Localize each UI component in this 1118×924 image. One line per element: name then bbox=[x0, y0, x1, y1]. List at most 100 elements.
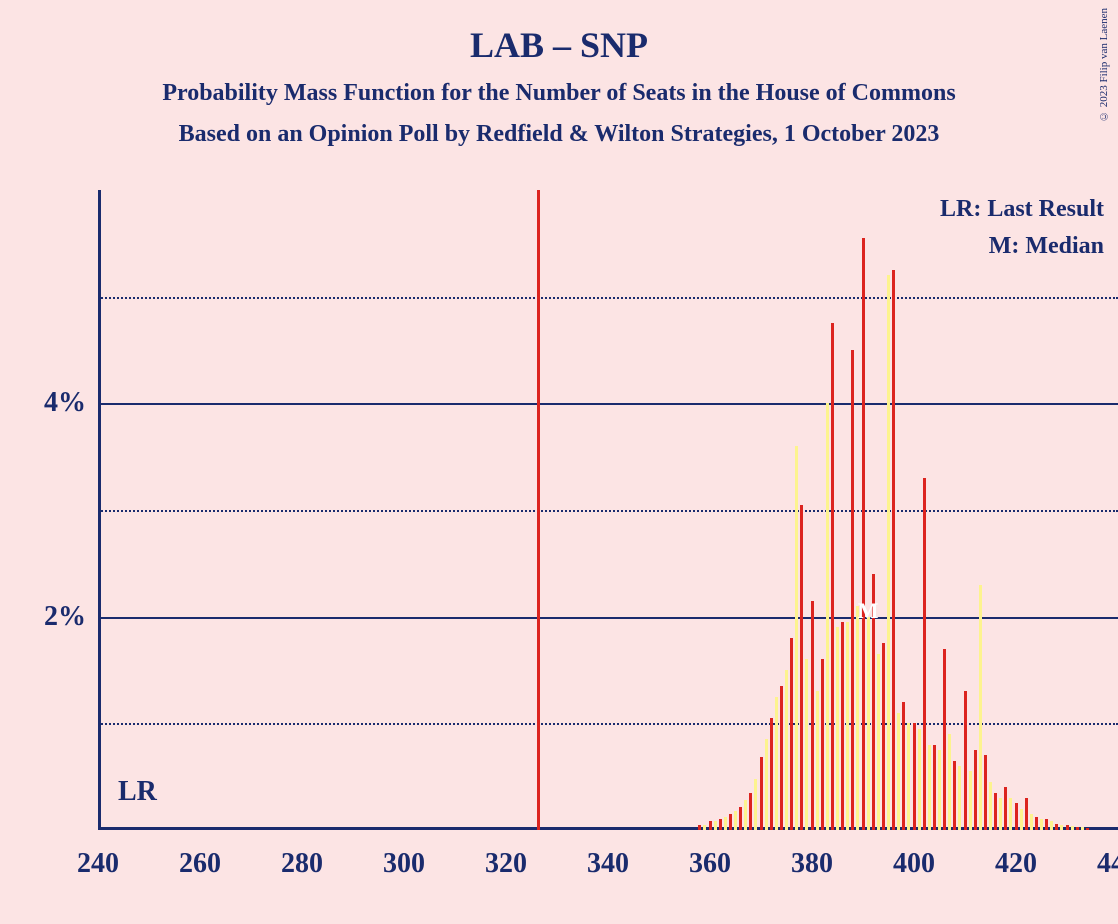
bar bbox=[984, 755, 987, 830]
x-tick-label: 320 bbox=[485, 848, 527, 880]
bar bbox=[765, 739, 768, 830]
lr-label: LR bbox=[118, 776, 157, 808]
bar bbox=[714, 821, 717, 830]
bar bbox=[1015, 803, 1018, 830]
chart-title: LAB – SNP bbox=[0, 0, 1118, 66]
bar bbox=[795, 446, 798, 830]
grid-major bbox=[98, 617, 1118, 619]
bar bbox=[800, 505, 803, 830]
bar bbox=[811, 601, 814, 830]
bar bbox=[918, 729, 921, 830]
grid-minor bbox=[98, 297, 1118, 299]
bar bbox=[826, 403, 829, 830]
bar bbox=[719, 819, 722, 830]
bar bbox=[913, 723, 916, 830]
bar bbox=[1055, 824, 1058, 830]
bar bbox=[892, 270, 895, 830]
chart-subtitle-1: Probability Mass Function for the Number… bbox=[0, 66, 1118, 107]
bar bbox=[760, 757, 763, 830]
bar bbox=[877, 654, 880, 830]
bar bbox=[1045, 819, 1048, 830]
legend: LR: Last Result M: Median bbox=[940, 196, 1104, 270]
bar bbox=[729, 814, 732, 830]
bar bbox=[1030, 814, 1033, 830]
bar bbox=[780, 686, 783, 830]
bar bbox=[994, 793, 997, 830]
bar bbox=[734, 811, 737, 830]
bar bbox=[805, 659, 808, 830]
bar bbox=[836, 627, 839, 830]
bar bbox=[943, 649, 946, 830]
bar bbox=[958, 766, 961, 830]
lr-vertical-line bbox=[537, 190, 540, 830]
bar bbox=[902, 702, 905, 830]
bar bbox=[739, 807, 742, 830]
bar bbox=[953, 761, 956, 830]
x-tick-label: 360 bbox=[689, 848, 731, 880]
grid-major bbox=[98, 403, 1118, 405]
bar bbox=[907, 723, 910, 830]
bar bbox=[790, 638, 793, 830]
bar bbox=[1035, 817, 1038, 830]
bar bbox=[933, 745, 936, 830]
bar bbox=[770, 718, 773, 830]
bar bbox=[928, 745, 931, 830]
bar bbox=[1009, 798, 1012, 830]
x-tick-label: 380 bbox=[791, 848, 833, 880]
bar bbox=[1040, 819, 1043, 830]
median-label: M bbox=[858, 598, 879, 624]
bar bbox=[821, 659, 824, 830]
x-tick-label: 340 bbox=[587, 848, 629, 880]
bar bbox=[1076, 827, 1079, 830]
bar bbox=[1081, 827, 1084, 830]
bar bbox=[831, 323, 834, 830]
bar bbox=[744, 800, 747, 830]
bar bbox=[964, 691, 967, 830]
bar bbox=[785, 670, 788, 830]
bar bbox=[816, 691, 819, 830]
bar bbox=[897, 713, 900, 830]
chart-container: LAB – SNP Probability Mass Function for … bbox=[0, 0, 1118, 924]
x-tick-label: 260 bbox=[179, 848, 221, 880]
bar bbox=[969, 771, 972, 830]
bar bbox=[974, 750, 977, 830]
legend-m: M: Median bbox=[940, 233, 1104, 260]
x-tick-label: 400 bbox=[893, 848, 935, 880]
bar bbox=[703, 825, 706, 830]
bar bbox=[882, 643, 885, 830]
bar bbox=[698, 825, 701, 830]
x-tick-label: 440 bbox=[1097, 848, 1118, 880]
bar bbox=[1071, 826, 1074, 830]
bar bbox=[841, 622, 844, 830]
bar bbox=[749, 793, 752, 830]
bar bbox=[856, 606, 859, 830]
bar bbox=[1004, 787, 1007, 830]
grid-minor bbox=[98, 510, 1118, 512]
bar bbox=[923, 478, 926, 830]
x-tick-label: 240 bbox=[77, 848, 119, 880]
bar bbox=[1025, 798, 1028, 830]
y-tick-label: 4% bbox=[44, 387, 86, 419]
bar bbox=[979, 585, 982, 830]
bar bbox=[1086, 828, 1089, 830]
x-tick-label: 420 bbox=[995, 848, 1037, 880]
y-tick-label: 2% bbox=[44, 601, 86, 633]
bar bbox=[1050, 821, 1053, 830]
chart-subtitle-2: Based on an Opinion Poll by Redfield & W… bbox=[0, 107, 1118, 148]
bar bbox=[724, 817, 727, 830]
bar bbox=[862, 238, 865, 830]
bar bbox=[775, 697, 778, 830]
bar bbox=[851, 350, 854, 830]
bar bbox=[1020, 809, 1023, 830]
plot-area: LR: Last Result M: Median LR M 2%4% 2402… bbox=[98, 190, 1118, 830]
bar bbox=[867, 617, 870, 830]
bar bbox=[999, 798, 1002, 830]
bar bbox=[948, 734, 951, 830]
bar bbox=[754, 779, 757, 830]
bar bbox=[1060, 825, 1063, 830]
bar bbox=[938, 750, 941, 830]
bar bbox=[1066, 825, 1069, 830]
x-tick-label: 300 bbox=[383, 848, 425, 880]
bar bbox=[887, 275, 890, 830]
x-tick-label: 280 bbox=[281, 848, 323, 880]
